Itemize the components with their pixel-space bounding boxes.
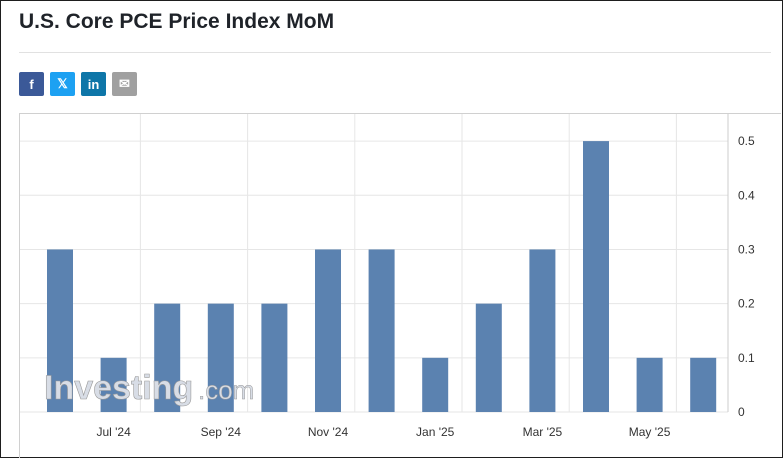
- bar-chart: Investing .com 0 0.1 0.2 0.3 0.4 0.5 Jul '24 S…: [20, 114, 755, 439]
- linkedin-icon: in: [87, 76, 100, 92]
- investing-watermark: Investing .com: [44, 369, 255, 408]
- facebook-icon: f: [29, 76, 34, 92]
- x-tick-label: Jan '25: [416, 425, 455, 439]
- x-tick-label: May '25: [629, 425, 671, 439]
- bar: [690, 357, 717, 412]
- bar: [583, 141, 609, 412]
- y-tick-label: 0.4: [738, 188, 755, 202]
- email-share-button[interactable]: ✉: [112, 72, 137, 96]
- y-tick-label: 0.2: [738, 297, 755, 311]
- bar: [100, 357, 127, 412]
- y-tick-label: 0.3: [738, 242, 755, 256]
- x-axis-ticks: Jul '24 Sep '24 Nov '24 Jan '25 Mar '25 May '…: [96, 425, 670, 439]
- y-tick-label: 0: [738, 405, 745, 419]
- x-share-button[interactable]: 𝕏: [50, 72, 75, 96]
- watermark-brand: Investing: [44, 369, 193, 407]
- watermark-suffix: .com: [198, 375, 254, 405]
- email-icon: ✉: [119, 76, 130, 91]
- y-axis-ticks: 0 0.1 0.2 0.3 0.4 0.5: [738, 134, 755, 419]
- bar: [207, 303, 234, 412]
- facebook-share-button[interactable]: f: [19, 72, 44, 96]
- bar: [47, 249, 73, 412]
- x-tick-label: Jul '24: [96, 425, 131, 439]
- bar: [636, 357, 663, 412]
- x-icon: 𝕏: [57, 76, 68, 91]
- x-tick-label: Mar '25: [523, 425, 563, 439]
- share-bar: f 𝕏 in ✉: [19, 72, 137, 96]
- bar: [315, 249, 341, 412]
- bar: [529, 249, 556, 412]
- bar: [154, 303, 181, 412]
- y-tick-label: 0.5: [738, 134, 755, 148]
- y-tick-label: 0.1: [738, 351, 755, 365]
- bar: [475, 303, 502, 412]
- page-title: U.S. Core PCE Price Index MoM: [19, 10, 335, 33]
- x-tick-label: Sep '24: [201, 425, 242, 439]
- chart-grid: [20, 114, 729, 413]
- title-divider: [19, 52, 771, 53]
- bar: [422, 357, 449, 412]
- bar: [261, 303, 288, 412]
- linkedin-share-button[interactable]: in: [81, 72, 106, 96]
- bar: [368, 249, 395, 412]
- chart-container: Investing .com 0 0.1 0.2 0.3 0.4 0.5 Jul '24 S…: [19, 113, 781, 458]
- x-tick-label: Nov '24: [308, 425, 349, 439]
- chart-bars: [47, 141, 717, 412]
